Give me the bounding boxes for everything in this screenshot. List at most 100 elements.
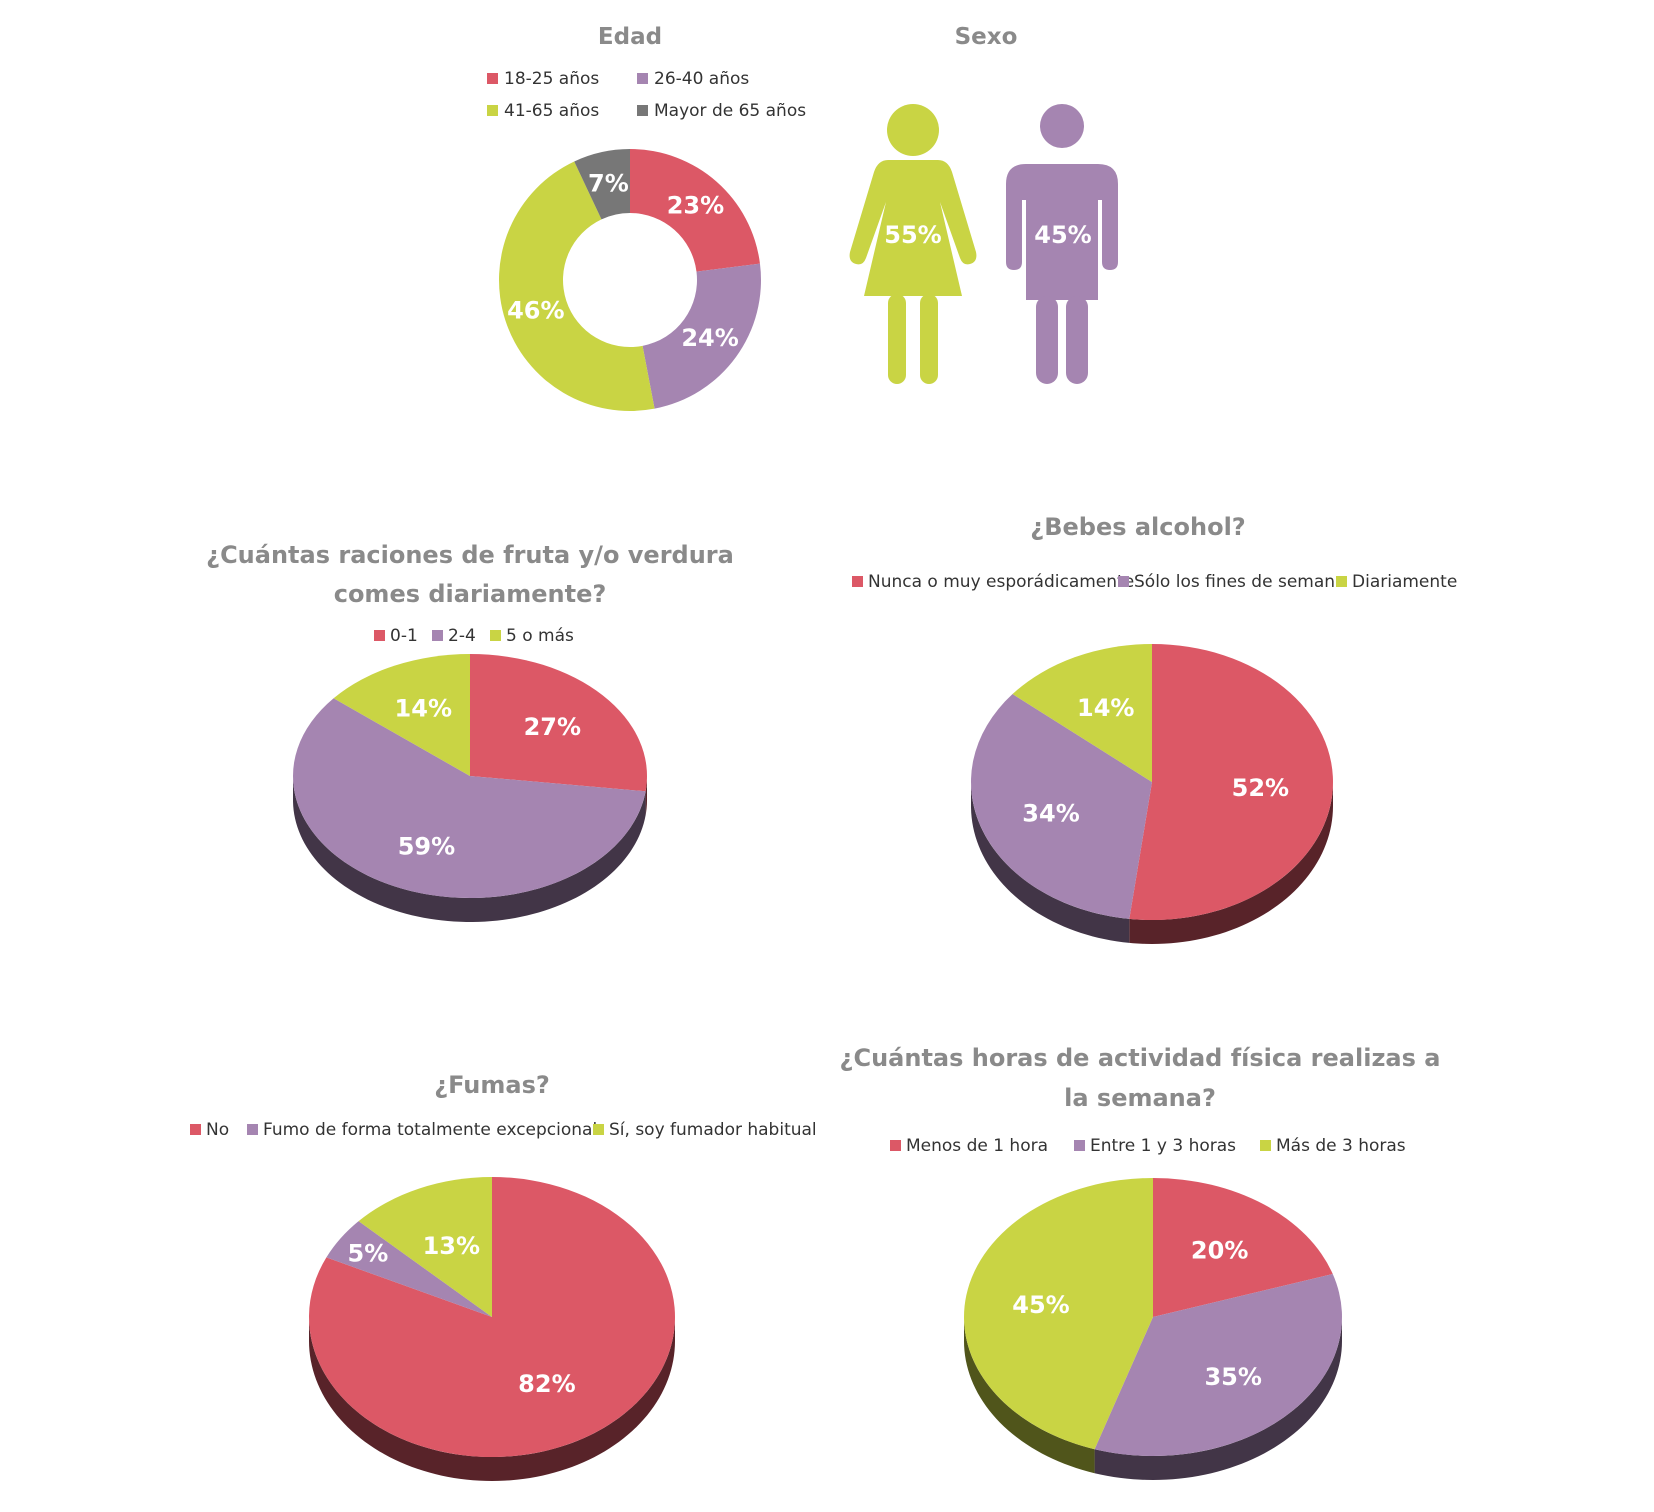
edad-legend-item-3: Mayor de 65 años bbox=[637, 101, 806, 121]
fumas-legend-swatch-0 bbox=[190, 1124, 201, 1135]
fumas-label-1: 5% bbox=[348, 1239, 389, 1267]
fumas-legend-swatch-1 bbox=[247, 1124, 258, 1135]
alcohol-legend: Nunca o muy esporádicamente Sólo los fin… bbox=[852, 572, 1457, 592]
alcohol-slice-2 bbox=[1012, 644, 1152, 782]
fruta-legend-label-1: 2-4 bbox=[448, 626, 476, 646]
sexo-title: Sexo bbox=[955, 24, 1018, 50]
fumas-legend-item-0: No bbox=[190, 1120, 229, 1140]
fruta-slice-1 bbox=[293, 698, 646, 899]
edad-legend-label-1: 26-40 años bbox=[654, 69, 749, 89]
fruta-title-line-1: ¿Cuántas raciones de fruta y/o verdura bbox=[206, 541, 734, 569]
fumas-label-2: 13% bbox=[423, 1232, 480, 1260]
fumas-side-0 bbox=[309, 1317, 675, 1481]
fruta-pie: 27% 59% 14% bbox=[293, 654, 647, 922]
fruta-slice-2 bbox=[333, 654, 470, 776]
actividad-label-1: 35% bbox=[1204, 1363, 1261, 1391]
edad-chart: Edad 18-25 años 26-40 años 41-65 años Ma… bbox=[487, 24, 806, 411]
actividad-legend-label-2: Más de 3 horas bbox=[1276, 1136, 1406, 1156]
male-leg-right bbox=[1066, 296, 1088, 384]
alcohol-legend-item-2: Diariamente bbox=[1336, 572, 1457, 592]
fumas-chart: ¿Fumas? No Fumo de forma totalmente exce… bbox=[190, 1071, 817, 1481]
alcohol-legend-label-2: Diariamente bbox=[1352, 572, 1457, 592]
actividad-legend-swatch-0 bbox=[890, 1140, 901, 1151]
alcohol-label-2: 14% bbox=[1077, 694, 1134, 722]
male-leg-left bbox=[1036, 296, 1058, 384]
alcohol-pie: 52% 34% 14% bbox=[970, 644, 1334, 944]
fruta-label-2: 14% bbox=[395, 695, 452, 723]
female-figure-icon bbox=[849, 104, 977, 384]
alcohol-chart: ¿Bebes alcohol? Nunca o muy esporádicame… bbox=[852, 513, 1457, 944]
actividad-label-0: 20% bbox=[1191, 1237, 1248, 1265]
edad-legend-item-2: 41-65 años bbox=[487, 101, 599, 121]
fruta-side-0 bbox=[645, 776, 647, 816]
edad-legend-swatch-3 bbox=[637, 105, 648, 116]
fruta-legend: 0-1 2-4 5 o más bbox=[374, 626, 574, 646]
sexo-chart: Sexo 55% 45% bbox=[849, 24, 1118, 384]
fruta-legend-item-0: 0-1 bbox=[374, 626, 418, 646]
fumas-legend-item-1: Fumo de forma totalmente excepcional bbox=[247, 1120, 597, 1140]
actividad-chart: ¿Cuántas horas de actividad física reali… bbox=[840, 1044, 1441, 1480]
fumas-title: ¿Fumas? bbox=[434, 1071, 550, 1099]
female-body bbox=[849, 160, 977, 296]
male-figure-icon bbox=[1006, 104, 1118, 384]
fruta-chart: ¿Cuántas raciones de fruta y/o verdura c… bbox=[206, 541, 734, 922]
fruta-legend-swatch-2 bbox=[490, 630, 501, 641]
actividad-legend-label-0: Menos de 1 hora bbox=[906, 1136, 1048, 1156]
alcohol-legend-swatch-1 bbox=[1118, 576, 1129, 587]
fumas-legend-item-2: Sí, soy fumador habitual bbox=[593, 1120, 817, 1140]
actividad-legend: Menos de 1 hora Entre 1 y 3 horas Más de… bbox=[890, 1136, 1406, 1156]
edad-legend-swatch-1 bbox=[637, 73, 648, 84]
edad-title: Edad bbox=[598, 24, 662, 50]
fruta-legend-item-1: 2-4 bbox=[432, 626, 476, 646]
edad-legend-swatch-0 bbox=[487, 73, 498, 84]
male-head bbox=[1040, 104, 1084, 148]
actividad-legend-item-2: Más de 3 horas bbox=[1260, 1136, 1406, 1156]
edad-slice-2 bbox=[499, 161, 655, 411]
alcohol-legend-label-1: Sólo los fines de semana bbox=[1134, 572, 1345, 592]
alcohol-side-1 bbox=[971, 782, 1130, 943]
edad-legend-item-0: 18-25 años bbox=[487, 69, 599, 89]
male-percent-label: 45% bbox=[1034, 221, 1091, 249]
edad-label-0: 23% bbox=[667, 192, 724, 220]
actividad-legend-swatch-2 bbox=[1260, 1140, 1271, 1151]
actividad-legend-label-1: Entre 1 y 3 horas bbox=[1090, 1136, 1236, 1156]
actividad-legend-item-0: Menos de 1 hora bbox=[890, 1136, 1048, 1156]
fumas-slice-0 bbox=[309, 1177, 675, 1457]
edad-label-3: 7% bbox=[588, 169, 629, 197]
actividad-side-2 bbox=[964, 1317, 1095, 1474]
fruta-legend-item-2: 5 o más bbox=[490, 626, 574, 646]
actividad-slice-2 bbox=[963, 1178, 1153, 1450]
actividad-legend-item-1: Entre 1 y 3 horas bbox=[1074, 1136, 1236, 1156]
actividad-pie: 20% 35% 45% bbox=[963, 1178, 1342, 1480]
male-torso bbox=[1006, 164, 1118, 300]
edad-legend: 18-25 años 26-40 años 41-65 años Mayor d… bbox=[487, 69, 806, 121]
alcohol-title: ¿Bebes alcohol? bbox=[1030, 513, 1245, 541]
edad-slice-1 bbox=[642, 263, 761, 409]
fumas-legend-label-2: Sí, soy fumador habitual bbox=[609, 1120, 817, 1140]
fumas-slice-1 bbox=[326, 1221, 492, 1317]
actividad-side-1 bbox=[1094, 1317, 1342, 1480]
alcohol-legend-label-0: Nunca o muy esporádicamente bbox=[868, 572, 1134, 592]
alcohol-legend-swatch-0 bbox=[852, 576, 863, 587]
alcohol-label-0: 52% bbox=[1232, 774, 1289, 802]
actividad-label-2: 45% bbox=[1012, 1291, 1069, 1319]
fumas-legend-label-1: Fumo de forma totalmente excepcional bbox=[263, 1120, 597, 1140]
edad-legend-swatch-2 bbox=[487, 105, 498, 116]
edad-legend-label-2: 41-65 años bbox=[504, 101, 599, 121]
fruta-legend-label-2: 5 o más bbox=[506, 626, 574, 646]
female-percent-label: 55% bbox=[884, 221, 941, 249]
fruta-legend-swatch-1 bbox=[432, 630, 443, 641]
actividad-slice-0 bbox=[1153, 1178, 1333, 1317]
female-leg-right bbox=[920, 294, 938, 384]
actividad-legend-swatch-1 bbox=[1074, 1140, 1085, 1151]
fruta-slice-0 bbox=[470, 654, 647, 792]
actividad-title-line-1: ¿Cuántas horas de actividad física reali… bbox=[840, 1044, 1441, 1072]
fumas-legend: No Fumo de forma totalmente excepcional … bbox=[190, 1120, 817, 1140]
alcohol-slice-0 bbox=[1129, 644, 1334, 920]
alcohol-side-0 bbox=[1129, 782, 1333, 944]
edad-legend-label-0: 18-25 años bbox=[504, 69, 599, 89]
edad-legend-item-1: 26-40 años bbox=[637, 69, 749, 89]
alcohol-legend-item-0: Nunca o muy esporádicamente bbox=[852, 572, 1134, 592]
fruta-legend-swatch-0 bbox=[374, 630, 385, 641]
